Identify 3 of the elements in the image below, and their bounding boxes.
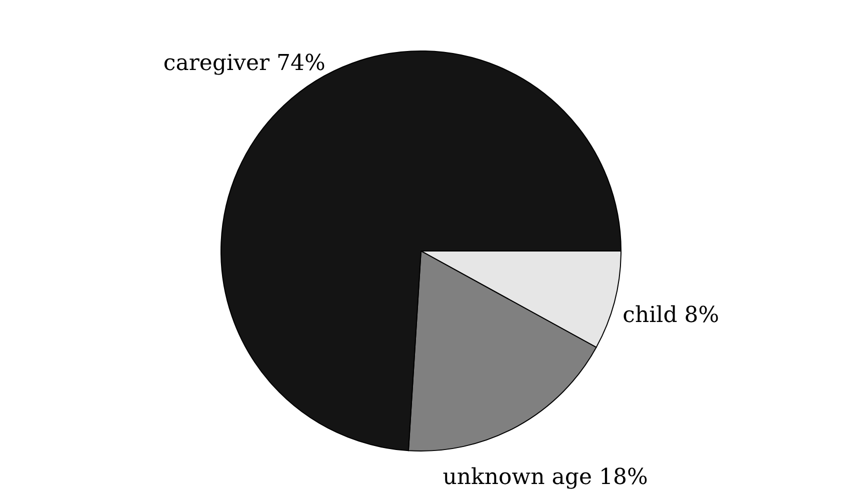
slice-label: caregiver 74% <box>163 50 326 76</box>
slice-label: child 8% <box>622 303 720 328</box>
slice-label: unknown age 18% <box>442 465 648 490</box>
